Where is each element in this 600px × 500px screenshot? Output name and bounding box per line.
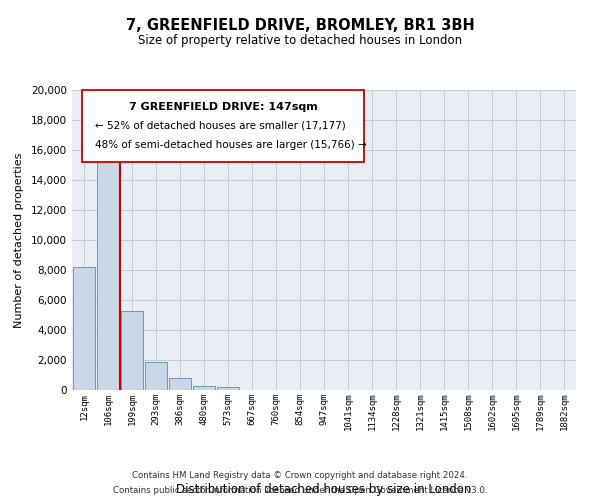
Bar xyxy=(169,378,191,390)
Text: Size of property relative to detached houses in London: Size of property relative to detached ho… xyxy=(138,34,462,47)
Text: 48% of semi-detached houses are larger (15,766) →: 48% of semi-detached houses are larger (… xyxy=(95,140,367,149)
Bar xyxy=(121,310,143,390)
Text: 7 GREENFIELD DRIVE: 147sqm: 7 GREENFIELD DRIVE: 147sqm xyxy=(129,102,317,112)
Bar xyxy=(145,362,167,390)
Y-axis label: Number of detached properties: Number of detached properties xyxy=(14,152,24,328)
FancyBboxPatch shape xyxy=(82,90,364,162)
X-axis label: Distribution of detached houses by size in London: Distribution of detached houses by size … xyxy=(176,483,472,496)
Text: Contains HM Land Registry data © Crown copyright and database right 2024.: Contains HM Land Registry data © Crown c… xyxy=(132,471,468,480)
Bar xyxy=(193,386,215,390)
Text: 7, GREENFIELD DRIVE, BROMLEY, BR1 3BH: 7, GREENFIELD DRIVE, BROMLEY, BR1 3BH xyxy=(125,18,475,32)
Bar xyxy=(73,267,95,390)
Bar xyxy=(97,141,119,390)
Text: Contains public sector information licensed under the Open Government Licence v3: Contains public sector information licen… xyxy=(113,486,487,495)
Bar xyxy=(217,387,239,390)
Text: ← 52% of detached houses are smaller (17,177): ← 52% of detached houses are smaller (17… xyxy=(95,120,346,130)
